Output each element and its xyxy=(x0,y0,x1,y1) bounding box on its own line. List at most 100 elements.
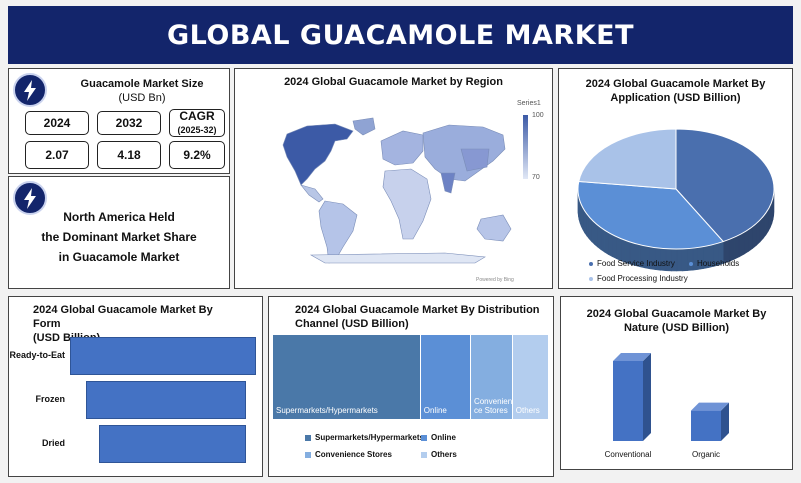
treemap-legend-swatch xyxy=(305,451,311,458)
value-2024: 2.07 xyxy=(25,141,89,169)
pie-legend-label: Households xyxy=(697,259,740,268)
pie-legend-swatch xyxy=(589,276,593,281)
map-central-america xyxy=(300,184,324,203)
map-greenland xyxy=(352,117,376,136)
pie-side-households xyxy=(591,218,595,246)
pie-legend-label: Food Processing Industry xyxy=(597,274,688,283)
region-map-panel: 2024 Global Guacamole Market by Region S… xyxy=(234,68,553,289)
treemap-tile-label: Others xyxy=(515,406,540,415)
pie-legend-swatch xyxy=(689,261,693,266)
pie-side-households xyxy=(676,248,683,272)
world-map xyxy=(282,115,528,264)
form-bar-frozen xyxy=(86,381,246,419)
form-bar-title: 2024 Global Guacamole Market By Form (US… xyxy=(33,304,213,344)
treemap-tile-label: Supermarkets/Hypermarkets xyxy=(276,406,378,415)
map-china xyxy=(460,148,490,172)
form-category-label: Dried xyxy=(41,438,65,448)
pie-slice-food-service-industry xyxy=(675,128,775,243)
pie-side-households xyxy=(681,248,688,272)
pie-legend-swatch xyxy=(589,261,593,266)
nature-bar-organic xyxy=(691,410,721,441)
nature-bar-side xyxy=(643,353,651,441)
treemap-legend-swatch xyxy=(421,451,427,458)
pie-side-food-service-industry xyxy=(752,222,757,250)
value-2032: 4.18 xyxy=(97,141,161,169)
pie-side-households xyxy=(597,224,602,251)
treemap-legend-label: Supermarkets/Hypermarkets xyxy=(315,433,424,442)
cagr-header: CAGR (2025-32) xyxy=(169,109,225,137)
treemap-legend-swatch xyxy=(421,434,427,441)
map-scale-max: 100 xyxy=(532,112,544,119)
treemap-tile-convenience-stores: Convenien ce Stores xyxy=(470,335,513,419)
nature-bar-side xyxy=(721,402,729,441)
map-scale-min: 70 xyxy=(532,174,540,181)
page-header: GLOBAL GUACAMOLE MARKET xyxy=(8,6,793,64)
map-color-scale xyxy=(523,115,528,179)
treemap-tile-label: Online xyxy=(423,406,447,415)
page-title: GLOBAL GUACAMOLE MARKET xyxy=(166,19,634,51)
year-2032-header: 2032 xyxy=(97,111,161,135)
nature-category-label: Conventional xyxy=(605,450,652,459)
treemap-tile-others: Others xyxy=(512,335,548,419)
map-north-america xyxy=(282,123,354,186)
region-map-title: 2024 Global Guacamole Market by Region xyxy=(284,76,503,88)
pie-side-food-service-industry xyxy=(756,219,761,246)
pie-side-food-service-industry xyxy=(733,234,740,260)
treemap-legend-item: Supermarkets/Hypermarkets xyxy=(305,433,424,442)
treemap-tile-online: Online xyxy=(420,335,470,419)
treemap-legend-swatch xyxy=(305,434,311,441)
pie-side-households xyxy=(600,227,605,253)
map-africa xyxy=(382,168,432,240)
pie-slice-food-processing-industry xyxy=(578,128,677,190)
pie-side-households xyxy=(604,229,609,255)
map-legend-title: Series1 xyxy=(517,100,541,107)
form-bar-panel: 2024 Global Guacamole Market By Form (US… xyxy=(8,296,263,477)
nature-category-label: Organic xyxy=(692,450,720,459)
map-europe xyxy=(380,130,424,166)
application-pie-panel: 2024 Global Guacamole Market By Applicat… xyxy=(558,68,793,289)
form-bar-dried xyxy=(99,425,246,463)
treemap-tile-label: Convenien ce Stores xyxy=(473,397,513,415)
dominant-share-panel: North America Held the Dominant Market S… xyxy=(8,176,230,289)
application-pie-chart xyxy=(577,128,775,272)
nature-bar-title: 2024 Global Guacamole Market By Nature (… xyxy=(586,308,767,334)
pie-side-households xyxy=(586,212,590,240)
pie-side-households xyxy=(612,234,617,260)
map-australia xyxy=(476,214,512,242)
nature-bar-panel: 2024 Global Guacamole Market By Nature (… xyxy=(560,296,793,470)
treemap-legend-label: Others xyxy=(431,450,457,459)
treemap-legend-item: Others xyxy=(421,450,457,459)
year-2024-header: 2024 xyxy=(25,111,89,135)
pie-side-households xyxy=(594,221,598,248)
pie-legend-label: Food Service Industry xyxy=(597,259,675,268)
pie-side-food-service-industry xyxy=(728,236,735,263)
treemap-legend-item: Convenience Stores xyxy=(305,450,392,459)
pie-side-households xyxy=(608,231,613,258)
map-india xyxy=(440,172,456,194)
pie-side-food-service-industry xyxy=(743,228,749,255)
treemap-legend-label: Convenience Stores xyxy=(315,450,392,459)
treemap-legend-item: Online xyxy=(421,433,456,442)
pie-side-food-service-industry xyxy=(738,231,745,258)
market-size-title: Guacamole Market Size (USD Bn) xyxy=(80,78,204,104)
map-antarctica xyxy=(309,252,486,264)
pie-side-households xyxy=(616,236,622,262)
form-category-label: Ready-to-Eat xyxy=(9,350,65,360)
nature-bar-conventional xyxy=(613,361,643,441)
market-size-panel: Guacamole Market Size (USD Bn) 2024 2032… xyxy=(8,68,230,174)
pie-legend-item: Households xyxy=(689,259,739,268)
pie-side-households xyxy=(588,215,592,243)
form-bar-ready-to-eat xyxy=(70,337,256,375)
treemap-tile-supermarkets-hypermarkets: Supermarkets/Hypermarkets xyxy=(273,335,420,419)
channel-treemap-title: 2024 Global Guacamole Market By Distribu… xyxy=(295,304,540,330)
pie-side-food-service-industry xyxy=(748,225,753,252)
nature-bar-top xyxy=(613,353,651,361)
application-pie-title: 2024 Global Guacamole Market By Applicat… xyxy=(585,78,766,104)
value-cagr: 9.2% xyxy=(169,141,225,169)
nature-bar-top xyxy=(691,402,729,411)
pie-slice-households xyxy=(577,180,725,250)
channel-treemap-panel: 2024 Global Guacamole Market By Distribu… xyxy=(268,296,554,477)
dominant-share-statement: North America Held the Dominant Market S… xyxy=(41,210,197,264)
nature-bar-chart: Conventional Organic xyxy=(605,353,729,459)
map-south-america xyxy=(318,200,358,264)
